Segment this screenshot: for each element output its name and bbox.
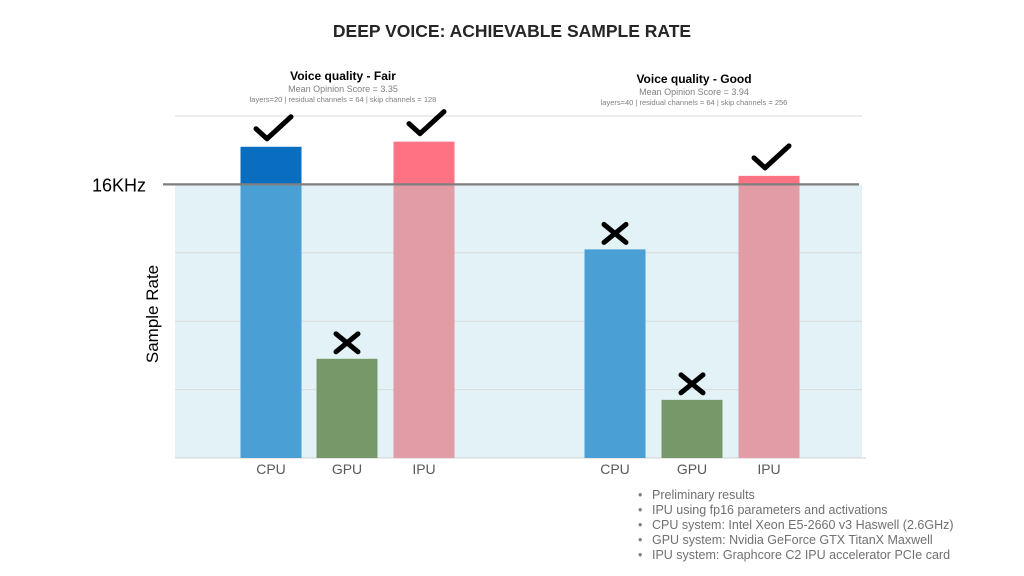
notes-list: • Preliminary results • IPU using fp16 par… [638, 488, 954, 563]
chart-title: DEEP VOICE: ACHIEVABLE SAMPLE RATE [333, 21, 691, 41]
y-axis-label: Sample Rate [143, 265, 162, 363]
bar-cpu-above-threshold [240, 146, 302, 185]
bar-ipu-above-threshold [393, 141, 455, 185]
group-subheading-fair: Mean Opinion Score = 3.35 [288, 84, 398, 94]
check-mark-icon [406, 109, 447, 137]
group-params-fair: layers=20 | residual channels = 64 | ski… [250, 95, 437, 104]
note-item: • CPU system: Intel Xeon E5-2660 v3 Haswe… [638, 518, 954, 532]
x-tick-label-ipu: IPU [757, 461, 780, 477]
group-subheading-good: Mean Opinion Score = 3.94 [639, 87, 749, 97]
bar-ipu-above-threshold [738, 175, 800, 185]
x-tick-label-cpu: CPU [600, 461, 630, 477]
cross-mark-icon [678, 372, 706, 396]
x-tick-label-gpu: GPU [332, 461, 362, 477]
x-tick-label-ipu: IPU [412, 461, 435, 477]
bar-gpu [316, 358, 378, 458]
group-heading-good: Voice quality - Good [636, 72, 751, 86]
check-mark-icon [751, 143, 792, 171]
note-item: • IPU using fp16 parameters and activatio… [638, 503, 888, 517]
reference-line-label: 16KHz [92, 175, 146, 195]
check-mark-icon [253, 114, 294, 142]
group-heading-fair: Voice quality - Fair [290, 69, 396, 83]
cross-mark-icon [333, 331, 361, 355]
bar-ipu [393, 184, 455, 458]
note-item: • GPU system: Nvidia GeForce GTX TitanX M… [638, 533, 933, 547]
note-item: • Preliminary results [638, 488, 755, 502]
note-item: • IPU system: Graphcore C2 IPU accelerato… [638, 548, 951, 562]
group-params-good: layers=40 | residual channels = 64 | ski… [601, 98, 788, 107]
cross-mark-icon [601, 221, 629, 245]
bar-ipu [738, 184, 800, 458]
x-tick-label-gpu: GPU [677, 461, 707, 477]
bar-gpu [661, 399, 723, 458]
x-tick-label-cpu: CPU [256, 461, 286, 477]
bar-cpu [584, 249, 646, 458]
bar-cpu [240, 184, 302, 458]
